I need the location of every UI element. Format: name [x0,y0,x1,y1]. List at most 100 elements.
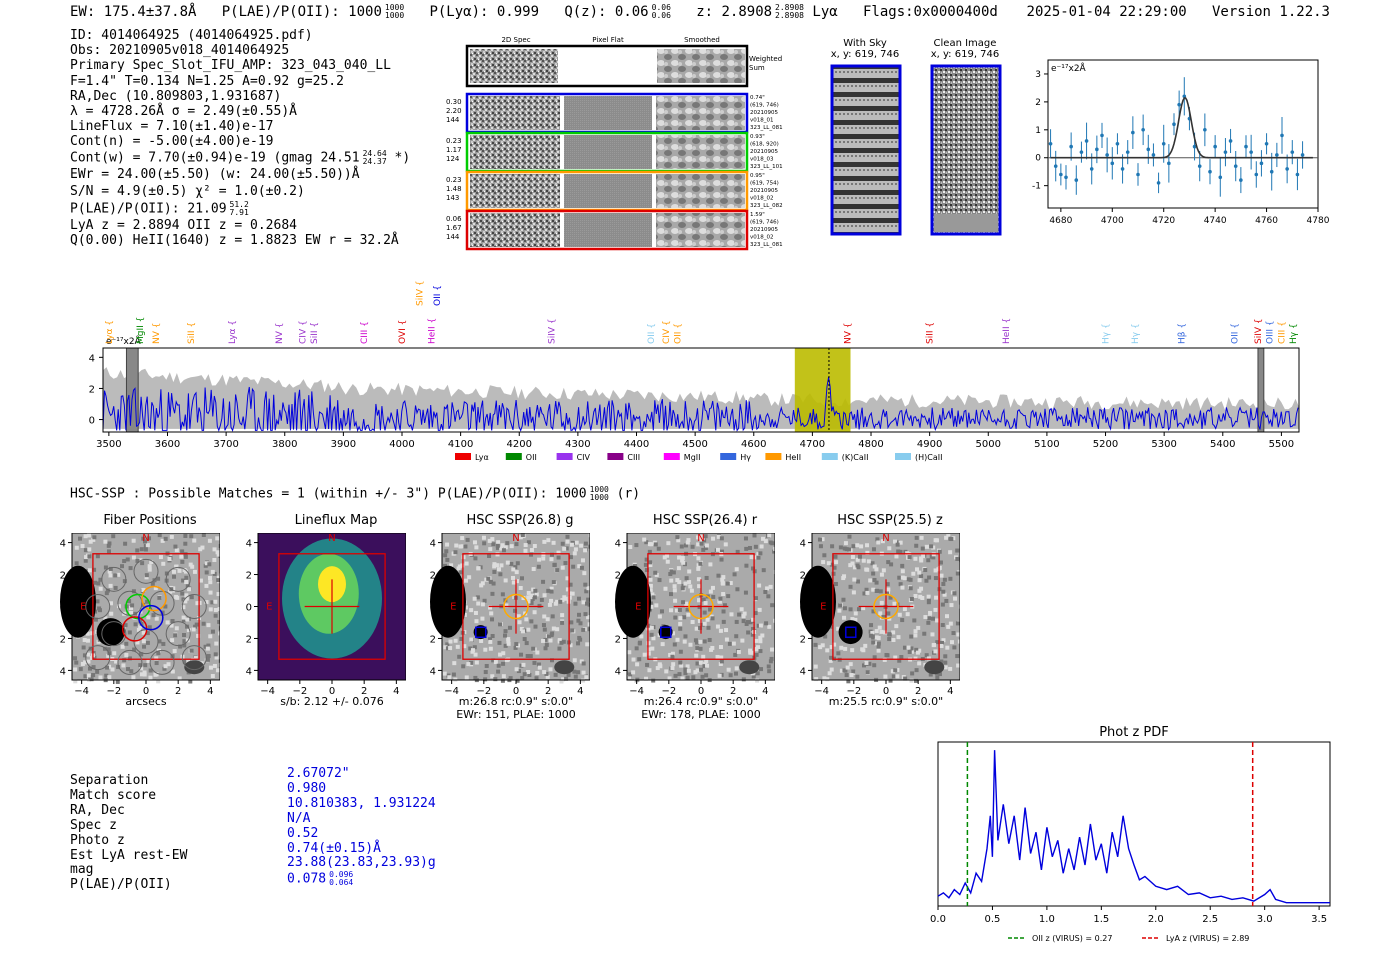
panel-noise-pixel [154,661,159,666]
panel-noise-pixel [722,603,727,608]
cutout-right-label: 323_LL_082 [750,203,783,209]
cutout-right-label: (619, 746) [750,103,779,109]
panel-noise-pixel [493,677,498,682]
panel-noise-pixel [653,570,658,575]
panel-noise-pixel [501,651,506,656]
panel-noise-pixel [170,669,175,674]
panel-noise-pixel [842,546,847,551]
panel-noise-pixel [125,557,130,562]
panel-noise-pixel [688,584,693,589]
panel-noise-pixel [156,679,161,684]
panel-noise-pixel [646,651,651,656]
panel-noise-pixel [684,576,689,581]
panel-noise-pixel [142,670,147,675]
panel-noise-pixel [588,544,590,549]
panel-noise-pixel [930,616,935,621]
panel-noise-pixel [95,669,100,674]
panel-noise-pixel [844,673,849,678]
panel-noise-pixel [702,538,707,543]
panel-bright-source [430,565,466,638]
panel-ytick-label: 0 [60,603,66,614]
fit-point [1300,153,1305,157]
full-spectrum-chart: 3500 3600 3700 3800 3900 4000 4100 4200 4300 4400… [89,280,1300,462]
panel-noise-pixel [108,573,113,578]
panel-noise-pixel [451,672,456,677]
panel-noise-pixel [839,668,844,673]
info-plae: P(LAE)/P(OII): 21.09 51.2 7.91 [70,201,410,218]
hsc-summary-text: HSC-SSP : Possible Matches = 1 (within +… [70,486,587,502]
panel-noise-pixel [215,536,220,541]
panel-noise-pixel [627,674,632,679]
panel-noise-pixel [651,636,656,641]
panel-noise-pixel [695,661,700,666]
panel-noise-pixel [473,652,478,657]
panel-noise-pixel [772,549,775,554]
panel-noise-pixel [562,546,567,551]
fit-point [1239,178,1243,182]
panel-noise-pixel [868,578,873,583]
panel-noise-pixel [572,669,577,674]
spectrum-line-label: Lyα { [228,320,238,344]
panel-noise-pixel [718,645,723,650]
panel-noise-pixel [754,652,759,657]
panel-noise-pixel [488,646,493,651]
panel-noise-pixel [456,566,461,571]
panel-noise-pixel [581,670,586,675]
panel-noise-pixel [763,539,768,544]
fit-frame [1047,59,1319,209]
panel-noise-pixel [533,624,538,629]
fit-ytick-label: 2 [1035,98,1041,108]
panel-noise-pixel [726,667,731,672]
panel-noise-pixel [140,561,145,566]
panel-noise-pixel [887,637,892,642]
cutout-right-label: 20210905 [750,227,778,233]
panel-noise-pixel [522,672,527,677]
panel-noise-pixel [756,623,761,628]
panel-noise-pixel [695,640,700,645]
panel-noise-pixel [499,563,504,568]
panel-noise-pixel [518,585,523,590]
panel-noise-pixel [922,631,927,636]
panel-noise-pixel [122,658,127,663]
panel-noise-pixel [551,540,556,545]
panel-noise-pixel [74,561,79,566]
panel-noise-pixel [487,637,492,642]
panel-noise-pixel [958,604,960,609]
panel-noise-pixel [107,675,112,680]
panel-noise-pixel [583,548,588,553]
panel-noise-pixel [488,639,493,644]
panel-noise-pixel [702,621,707,626]
spectrum-legend-label: MgII [684,453,701,462]
panel-noise-pixel [672,588,677,593]
panel-noise-pixel [717,599,722,604]
panel-noise-pixel [833,554,838,559]
panel-noise-pixel [768,584,773,589]
panel-match-box [845,626,857,639]
panel-noise-pixel [154,672,159,677]
info-lineflux: LineFlux = 7.10(±1.40)e-17 [70,119,274,135]
panel-noise-pixel [177,676,182,681]
clean-image-title: Clean Image x, y: 619, 746 [922,38,1008,60]
panel-noise-pixel [458,544,463,549]
panel-noise-pixel [161,561,166,566]
panel-noise-pixel [767,533,772,538]
panel-east-label: E [450,602,456,613]
panel-noise-pixel [874,635,879,640]
spectrum-line-label: NV { [275,323,285,344]
panel-noise-pixel [452,661,457,666]
panel-noise-pixel [550,631,555,636]
panel-noise-pixel [731,641,736,646]
panel-noise-pixel [78,667,83,672]
panel-noise-pixel [116,665,121,670]
fit-point [1228,139,1233,143]
panel-noise-pixel [528,595,533,600]
panel-noise-pixel [506,639,511,644]
panel-noise-pixel [167,556,172,561]
panel-noise-pixel [92,655,97,660]
panel-noise-pixel [150,581,155,586]
panel-noise-pixel [923,615,928,620]
fit-point [1208,169,1212,174]
panel-noise-pixel [482,541,487,546]
panel-noise-pixel [758,635,763,640]
panel-noise-pixel [503,545,508,550]
